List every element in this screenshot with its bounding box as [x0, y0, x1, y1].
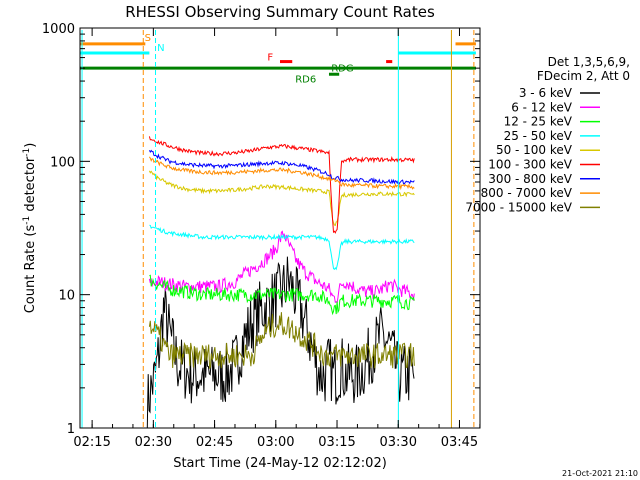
flag-label-1: N	[157, 43, 164, 54]
x-axis-label: Start Time (24-May-12 02:12:02)	[173, 456, 387, 471]
series-line-5	[148, 136, 415, 234]
y-tick-label-1: 10	[58, 289, 75, 304]
x-tick-label-5: 03:30	[380, 435, 417, 450]
y-axis-label: Count Rate (s-1 detector-1)	[22, 143, 38, 314]
legend-label-1: 6 - 12 keV	[511, 100, 573, 114]
legend-label-6: 300 - 800 keV	[488, 172, 572, 186]
y-tick-label-0: 1	[67, 422, 75, 437]
y-axis-label-mid: detector	[23, 156, 38, 216]
x-tick-label-2: 02:45	[196, 435, 233, 450]
x-tick-label-1: 02:30	[135, 435, 172, 450]
plot-area: SN F RDG RD6	[79, 27, 481, 429]
x-tick-label-6: 03:45	[441, 435, 478, 450]
flag-label-2: F	[267, 53, 273, 64]
chart-title: RHESSI Observing Summary Count Rates	[125, 3, 435, 21]
legend-header-1: Det 1,3,5,6,9,	[548, 55, 630, 69]
y-axis-label-end: )	[23, 143, 38, 148]
legend-header-2: FDecim 2, Att 0	[537, 69, 630, 83]
x-tick-label-3: 03:00	[257, 435, 294, 450]
x-tick-label-0: 02:15	[73, 435, 110, 450]
legend-label-5: 100 - 300 keV	[488, 158, 572, 172]
axis-layer: 02:15 02:30 02:45 03:00 03:15 03:30 03:45 1 10 10…	[42, 22, 481, 450]
series-layer	[146, 136, 415, 429]
flag-label-3: RDG	[331, 64, 353, 75]
series-line-4	[148, 170, 415, 227]
flag-label-0: S	[145, 33, 151, 44]
legend-label-8: 7000 - 15000 keV	[465, 200, 572, 214]
y-axis-label-sup2: -1	[22, 148, 32, 157]
x-tick-label-4: 03:15	[318, 435, 355, 450]
series-line-1	[148, 230, 415, 305]
legend-label-2: 12 - 25 keV	[504, 115, 573, 129]
legend-label-3: 25 - 50 keV	[504, 129, 573, 143]
flag-label-4: RD6	[295, 75, 316, 86]
legend: Det 1,3,5,6,9, FDecim 2, Att 0 3 - 6 keV…	[465, 55, 630, 214]
y-tick-label-2: 100	[50, 155, 75, 170]
legend-label-4: 50 - 100 keV	[496, 143, 573, 157]
series-line-8	[148, 312, 415, 370]
plot-frame	[79, 27, 481, 429]
y-tick-label-3: 1000	[42, 22, 75, 37]
annotation-layer: SN F RDG RD6	[80, 30, 476, 428]
legend-label-7: 800 - 7000 keV	[481, 186, 573, 200]
y-axis-label-head: Count Rate (s	[23, 225, 38, 314]
series-line-6	[148, 149, 415, 185]
series-line-2	[149, 274, 415, 316]
series-line-0	[146, 256, 415, 429]
y-axis-label-sup: -1	[22, 216, 32, 225]
generation-timestamp: 21-Oct-2021 21:10	[562, 469, 638, 478]
series-line-3	[149, 224, 415, 271]
legend-label-0: 3 - 6 keV	[519, 86, 573, 100]
series-line-7	[148, 156, 415, 191]
